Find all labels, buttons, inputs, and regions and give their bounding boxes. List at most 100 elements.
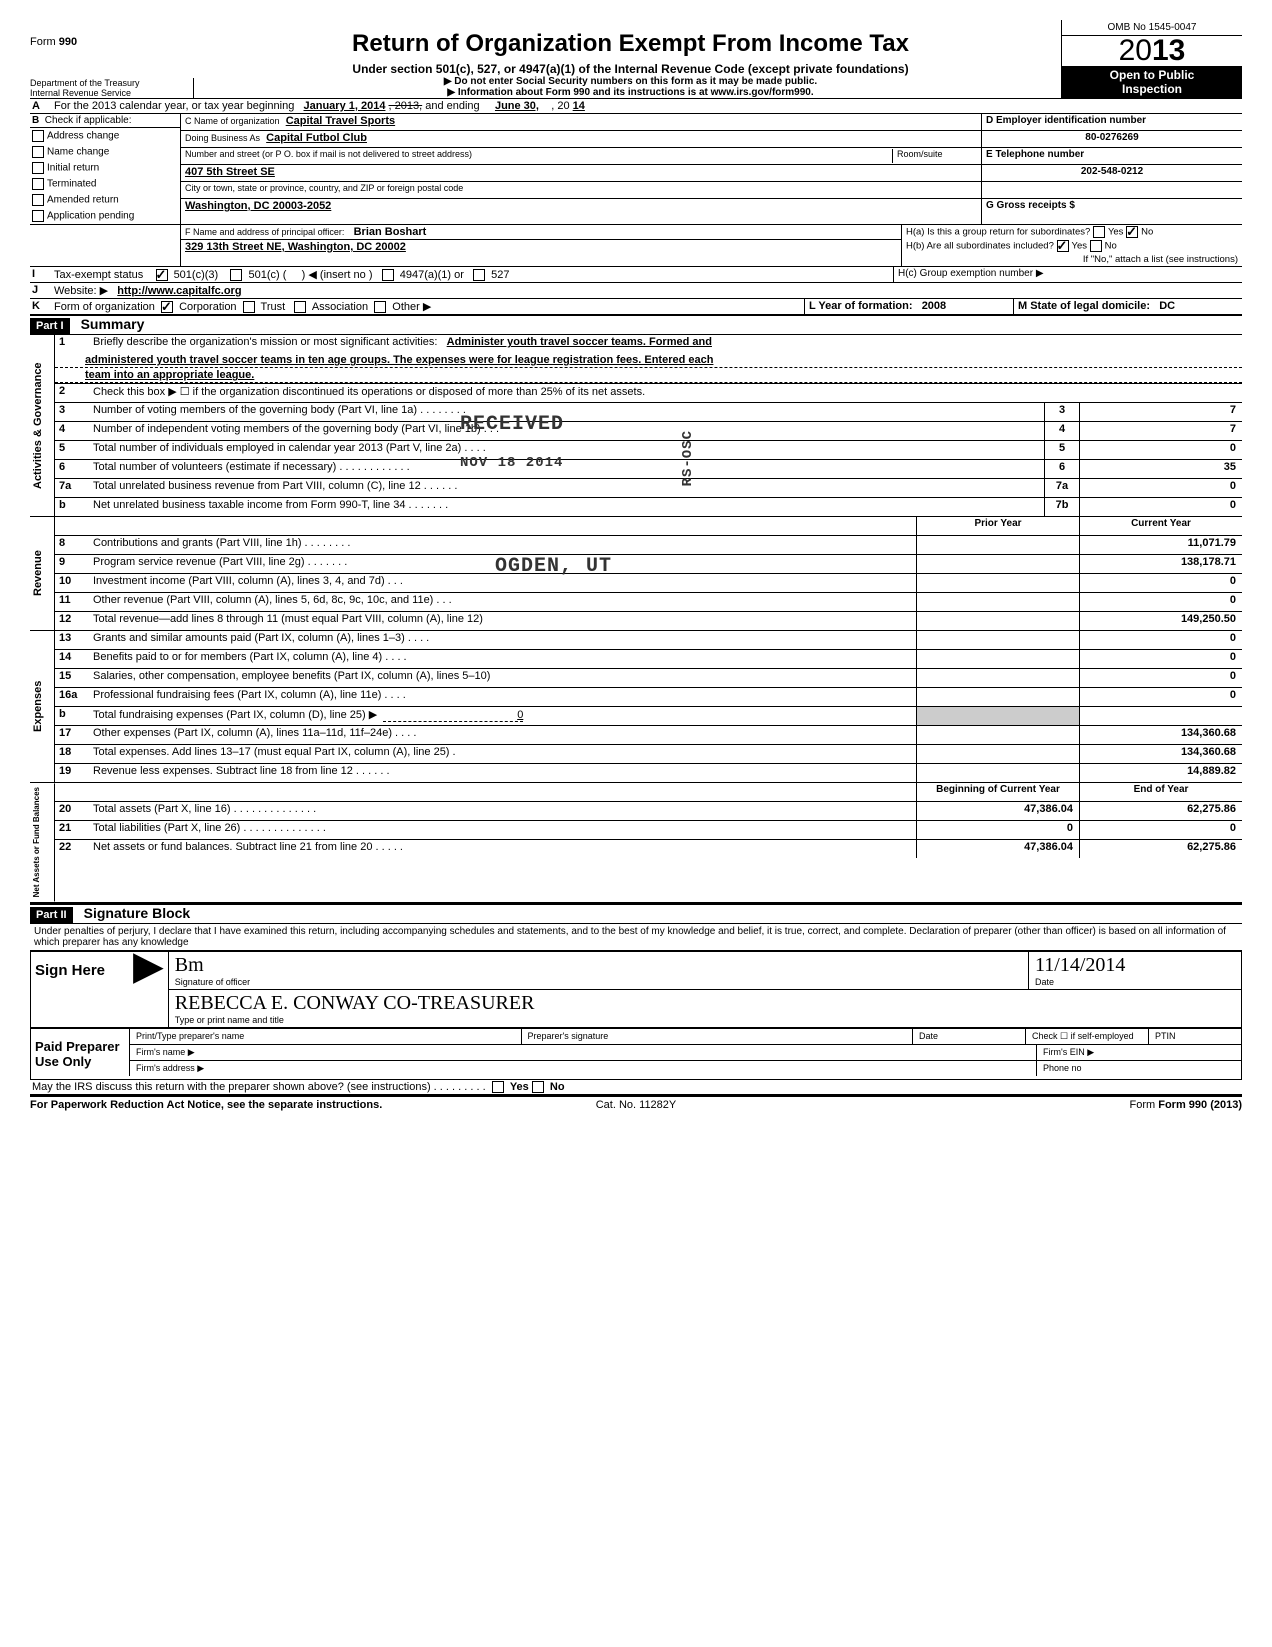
cb-amended[interactable]: Amended return [30, 192, 180, 208]
cb-address-change[interactable]: Address change [30, 128, 180, 144]
room-label: Room/suite [892, 149, 977, 163]
phone-label: E Telephone number [982, 148, 1242, 165]
ein: 80-0276269 [982, 131, 1242, 148]
subtitle: Under section 501(c), 527, or 4947(a)(1)… [210, 62, 1051, 76]
cb-pending[interactable]: Application pending [30, 208, 180, 224]
preparer-date[interactable]: Date [913, 1029, 1026, 1044]
footer-left: For Paperwork Reduction Act Notice, see … [30, 1099, 434, 1111]
line-7a: Total unrelated business revenue from Pa… [91, 479, 1044, 497]
stamp-rs: RS-OSC [680, 430, 696, 486]
note1: ▶ Do not enter Social Security numbers o… [210, 76, 1051, 87]
cb-terminated[interactable]: Terminated [30, 176, 180, 192]
name-title-field[interactable]: REBECCA E. CONWAY CO-TREASURERType or pr… [169, 990, 1241, 1027]
line-19: Revenue less expenses. Subtract line 18 … [91, 764, 916, 782]
line-3: Number of voting members of the governin… [91, 403, 1044, 421]
row-k-label: K [30, 299, 52, 314]
street-label: Number and street (or P O. box if mail i… [185, 149, 892, 163]
cb-name-change[interactable]: Name change [30, 144, 180, 160]
cb-initial-return[interactable]: Initial return [30, 160, 180, 176]
tax-exempt: Tax-exempt status 501(c)(3) 501(c) ( ) ◀… [52, 267, 893, 282]
line-16b: Total fundraising expenses (Part IX, col… [91, 707, 916, 725]
hdr-end: End of Year [1079, 783, 1242, 801]
declaration: Under penalties of perjury, I declare th… [30, 924, 1242, 950]
line-22: Net assets or fund balances. Subtract li… [91, 840, 916, 858]
line-1b: administered youth travel soccer teams i… [55, 353, 1242, 368]
tab-revenue: Revenue [30, 517, 55, 630]
row-i-label: I [30, 267, 52, 282]
part-i-title: Summary [73, 316, 145, 332]
year-formation: L Year of formation: 2008 [804, 299, 1013, 314]
line-21: Total liabilities (Part X, line 26) . . … [91, 821, 916, 839]
stamp-ogden: OGDEN, UT [495, 555, 612, 578]
hdr-current: Current Year [1079, 517, 1242, 535]
signature-field[interactable]: BmSignature of officer [169, 952, 1029, 989]
h-b: H(b) Are all subordinates included? Yes … [902, 239, 1242, 253]
tab-net-assets: Net Assets or Fund Balances [30, 783, 55, 901]
org-name: C Name of organization Capital Travel Sp… [181, 114, 981, 131]
gross-receipts: G Gross receipts $ [982, 199, 1242, 215]
line-18: Total expenses. Add lines 13–17 (must eq… [91, 745, 916, 763]
city: Washington, DC 20003-2052 [181, 199, 981, 215]
irs-discuss: May the IRS discuss this return with the… [30, 1080, 1242, 1094]
tab-governance: Activities & Governance [30, 335, 55, 516]
city-label: City or town, state or province, country… [181, 182, 981, 199]
line-20: Total assets (Part X, line 16) . . . . .… [91, 802, 916, 820]
line-12: Total revenue—add lines 8 through 11 (mu… [91, 612, 916, 630]
note2: ▶ Information about Form 990 and its ins… [210, 87, 1051, 98]
sign-here: Sign Here [31, 952, 129, 1027]
tab-expenses: Expenses [30, 631, 55, 782]
line-11: Other revenue (Part VIII, column (A), li… [91, 593, 916, 611]
line-15: Salaries, other compensation, employee b… [91, 669, 916, 687]
state-domicile: M State of legal domicile: DC [1013, 299, 1242, 314]
tax-year: 2013 [1062, 36, 1242, 66]
form-label: Form 990 [30, 36, 200, 48]
h-note: If "No," attach a list (see instructions… [902, 253, 1242, 266]
dba: Doing Business As Capital Futbol Club [181, 131, 981, 148]
preparer-sig[interactable]: Preparer's signature [522, 1029, 914, 1044]
part-i-hdr: Part I [30, 318, 70, 334]
line-4: Number of independent voting members of … [91, 422, 1044, 440]
preparer-name[interactable]: Print/Type preparer's name [130, 1029, 522, 1044]
hdr-beginning: Beginning of Current Year [916, 783, 1079, 801]
check-applicable: Check if applicable: [45, 115, 132, 126]
footer-right: Form Form 990 (2013) [838, 1099, 1242, 1111]
firm-name[interactable]: Firm's name ▶ [130, 1045, 1037, 1060]
line-8: Contributions and grants (Part VIII, lin… [91, 536, 916, 554]
line-1c: team into an appropriate league. [55, 368, 1242, 383]
ein-label: D Employer identification number [982, 114, 1242, 131]
stamp-received: RECEIVED [460, 413, 564, 436]
stamp-date: NOV 18 2014 [460, 455, 563, 471]
officer: F Name and address of principal officer:… [181, 225, 901, 240]
row-a-label: A [30, 99, 52, 113]
form-title: Return of Organization Exempt From Incom… [210, 30, 1051, 58]
firm-phone[interactable]: Phone no [1037, 1061, 1241, 1076]
arrow-icon: ▶ [129, 952, 168, 1027]
hdr-prior: Prior Year [916, 517, 1079, 535]
line-6: Total number of volunteers (estimate if … [91, 460, 1044, 478]
h-c: H(c) Group exemption number ▶ [893, 267, 1242, 282]
dept2: Internal Revenue Service [30, 88, 185, 98]
dept1: Department of the Treasury [30, 78, 185, 88]
officer-addr: 329 13th Street NE, Washington, DC 20002 [181, 240, 901, 254]
ptin[interactable]: PTIN [1149, 1029, 1241, 1044]
line-7b: Net unrelated business taxable income fr… [91, 498, 1044, 516]
row-j-label: J [30, 283, 52, 298]
self-employed[interactable]: Check ☐ if self-employed [1026, 1029, 1149, 1044]
line-14: Benefits paid to or for members (Part IX… [91, 650, 916, 668]
row-a: For the 2013 calendar year, or tax year … [52, 99, 1242, 113]
line-2: Check this box ▶ ☐ if the organization d… [91, 384, 1242, 402]
open-public: Open to PublicInspection [1062, 66, 1242, 98]
line-17: Other expenses (Part IX, column (A), lin… [91, 726, 916, 744]
firm-ein[interactable]: Firm's EIN ▶ [1037, 1045, 1241, 1060]
line-5: Total number of individuals employed in … [91, 441, 1044, 459]
footer-center: Cat. No. 11282Y [434, 1099, 838, 1111]
form-of-org: Form of organization Corporation Trust A… [52, 299, 804, 314]
part-ii-hdr: Part II [30, 907, 73, 923]
firm-address[interactable]: Firm's address ▶ [130, 1061, 1037, 1076]
line-16a: Professional fundraising fees (Part IX, … [91, 688, 916, 706]
part-ii-title: Signature Block [76, 905, 191, 921]
date-field[interactable]: 11/14/2014Date [1029, 952, 1241, 989]
paid-preparer: Paid Preparer Use Only [31, 1029, 129, 1079]
h-a: H(a) Is this a group return for subordin… [902, 225, 1242, 239]
street: 407 5th Street SE [181, 165, 981, 182]
